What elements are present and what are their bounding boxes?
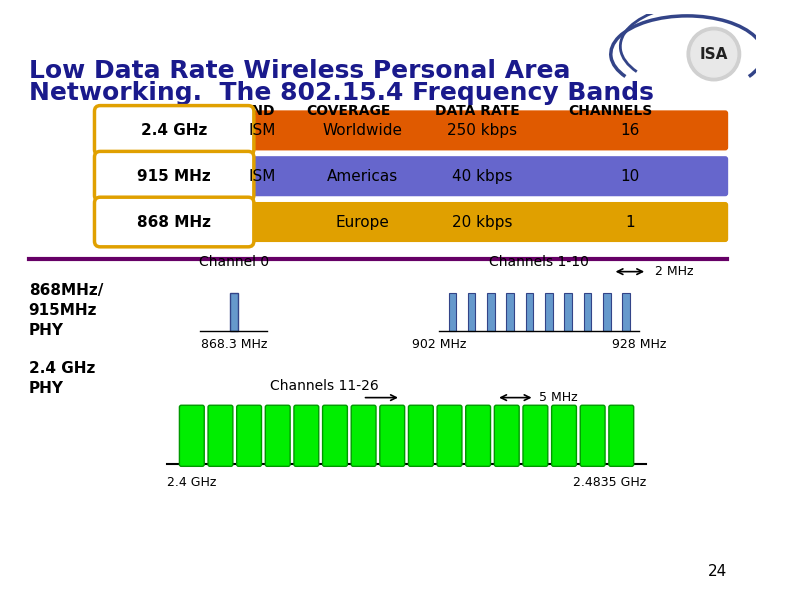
Text: 250 kbps: 250 kbps bbox=[447, 123, 517, 138]
FancyBboxPatch shape bbox=[265, 405, 290, 466]
FancyBboxPatch shape bbox=[180, 405, 204, 466]
FancyBboxPatch shape bbox=[94, 197, 254, 247]
Bar bbox=[506, 293, 514, 331]
Bar bbox=[603, 293, 611, 331]
Text: 24: 24 bbox=[708, 564, 727, 579]
FancyBboxPatch shape bbox=[102, 156, 728, 196]
Text: Americas: Americas bbox=[327, 169, 398, 184]
FancyBboxPatch shape bbox=[102, 202, 728, 242]
Text: 868MHz/
915MHz
PHY: 868MHz/ 915MHz PHY bbox=[29, 283, 103, 338]
Text: CHANNELS: CHANNELS bbox=[569, 104, 653, 118]
Text: COVERAGE: COVERAGE bbox=[307, 104, 390, 118]
Text: 2.4 GHz: 2.4 GHz bbox=[167, 476, 216, 489]
Bar bbox=[468, 293, 475, 331]
Text: ISM: ISM bbox=[249, 123, 276, 138]
FancyBboxPatch shape bbox=[466, 405, 490, 466]
Text: Low Data Rate Wireless Personal Area: Low Data Rate Wireless Personal Area bbox=[29, 59, 570, 83]
FancyBboxPatch shape bbox=[208, 405, 233, 466]
Text: Worldwide: Worldwide bbox=[322, 123, 402, 138]
Text: Networking.  The 802.15.4 Frequency Bands: Networking. The 802.15.4 Frequency Bands bbox=[29, 81, 653, 105]
Text: Channel 0: Channel 0 bbox=[199, 255, 268, 269]
Text: DATA RATE: DATA RATE bbox=[435, 104, 520, 118]
Text: 2.4835 GHz: 2.4835 GHz bbox=[573, 476, 646, 489]
Text: 902 MHz: 902 MHz bbox=[412, 338, 466, 351]
Bar bbox=[448, 293, 456, 331]
FancyBboxPatch shape bbox=[437, 405, 462, 466]
FancyBboxPatch shape bbox=[294, 405, 318, 466]
FancyBboxPatch shape bbox=[409, 405, 433, 466]
Text: 2 MHz: 2 MHz bbox=[655, 265, 693, 278]
Text: 10: 10 bbox=[620, 169, 639, 184]
Text: Europe: Europe bbox=[336, 215, 390, 230]
Text: BAND: BAND bbox=[230, 104, 275, 118]
Text: ISM: ISM bbox=[249, 169, 276, 184]
Text: Channels 11-26: Channels 11-26 bbox=[270, 379, 379, 393]
FancyBboxPatch shape bbox=[523, 405, 548, 466]
Text: 928 MHz: 928 MHz bbox=[612, 338, 667, 351]
Circle shape bbox=[691, 31, 737, 77]
Bar bbox=[545, 293, 553, 331]
Text: 2.4 GHz: 2.4 GHz bbox=[140, 123, 207, 138]
FancyBboxPatch shape bbox=[94, 151, 254, 201]
FancyBboxPatch shape bbox=[237, 405, 261, 466]
FancyBboxPatch shape bbox=[94, 106, 254, 155]
Text: 20 kbps: 20 kbps bbox=[451, 215, 512, 230]
Circle shape bbox=[687, 28, 741, 81]
FancyBboxPatch shape bbox=[102, 110, 728, 151]
FancyBboxPatch shape bbox=[351, 405, 376, 466]
Bar bbox=[526, 293, 533, 331]
Text: 2.4 GHz
PHY: 2.4 GHz PHY bbox=[29, 361, 95, 396]
Bar bbox=[487, 293, 495, 331]
FancyBboxPatch shape bbox=[609, 405, 634, 466]
Bar bbox=[230, 293, 238, 331]
FancyBboxPatch shape bbox=[494, 405, 520, 466]
Text: Channels 1-10: Channels 1-10 bbox=[489, 255, 589, 269]
Text: 5 MHz: 5 MHz bbox=[539, 391, 578, 404]
Text: 868.3 MHz: 868.3 MHz bbox=[200, 338, 267, 351]
Text: 1: 1 bbox=[625, 215, 634, 230]
Text: 40 kbps: 40 kbps bbox=[451, 169, 512, 184]
Text: 868 MHz: 868 MHz bbox=[137, 215, 211, 230]
Text: 16: 16 bbox=[620, 123, 640, 138]
FancyBboxPatch shape bbox=[551, 405, 577, 466]
FancyBboxPatch shape bbox=[322, 405, 348, 466]
Text: 915 MHz: 915 MHz bbox=[137, 169, 211, 184]
Bar bbox=[584, 293, 592, 331]
Bar bbox=[623, 293, 630, 331]
Text: ISA: ISA bbox=[699, 47, 728, 62]
FancyBboxPatch shape bbox=[581, 405, 605, 466]
Bar bbox=[565, 293, 572, 331]
FancyBboxPatch shape bbox=[380, 405, 405, 466]
